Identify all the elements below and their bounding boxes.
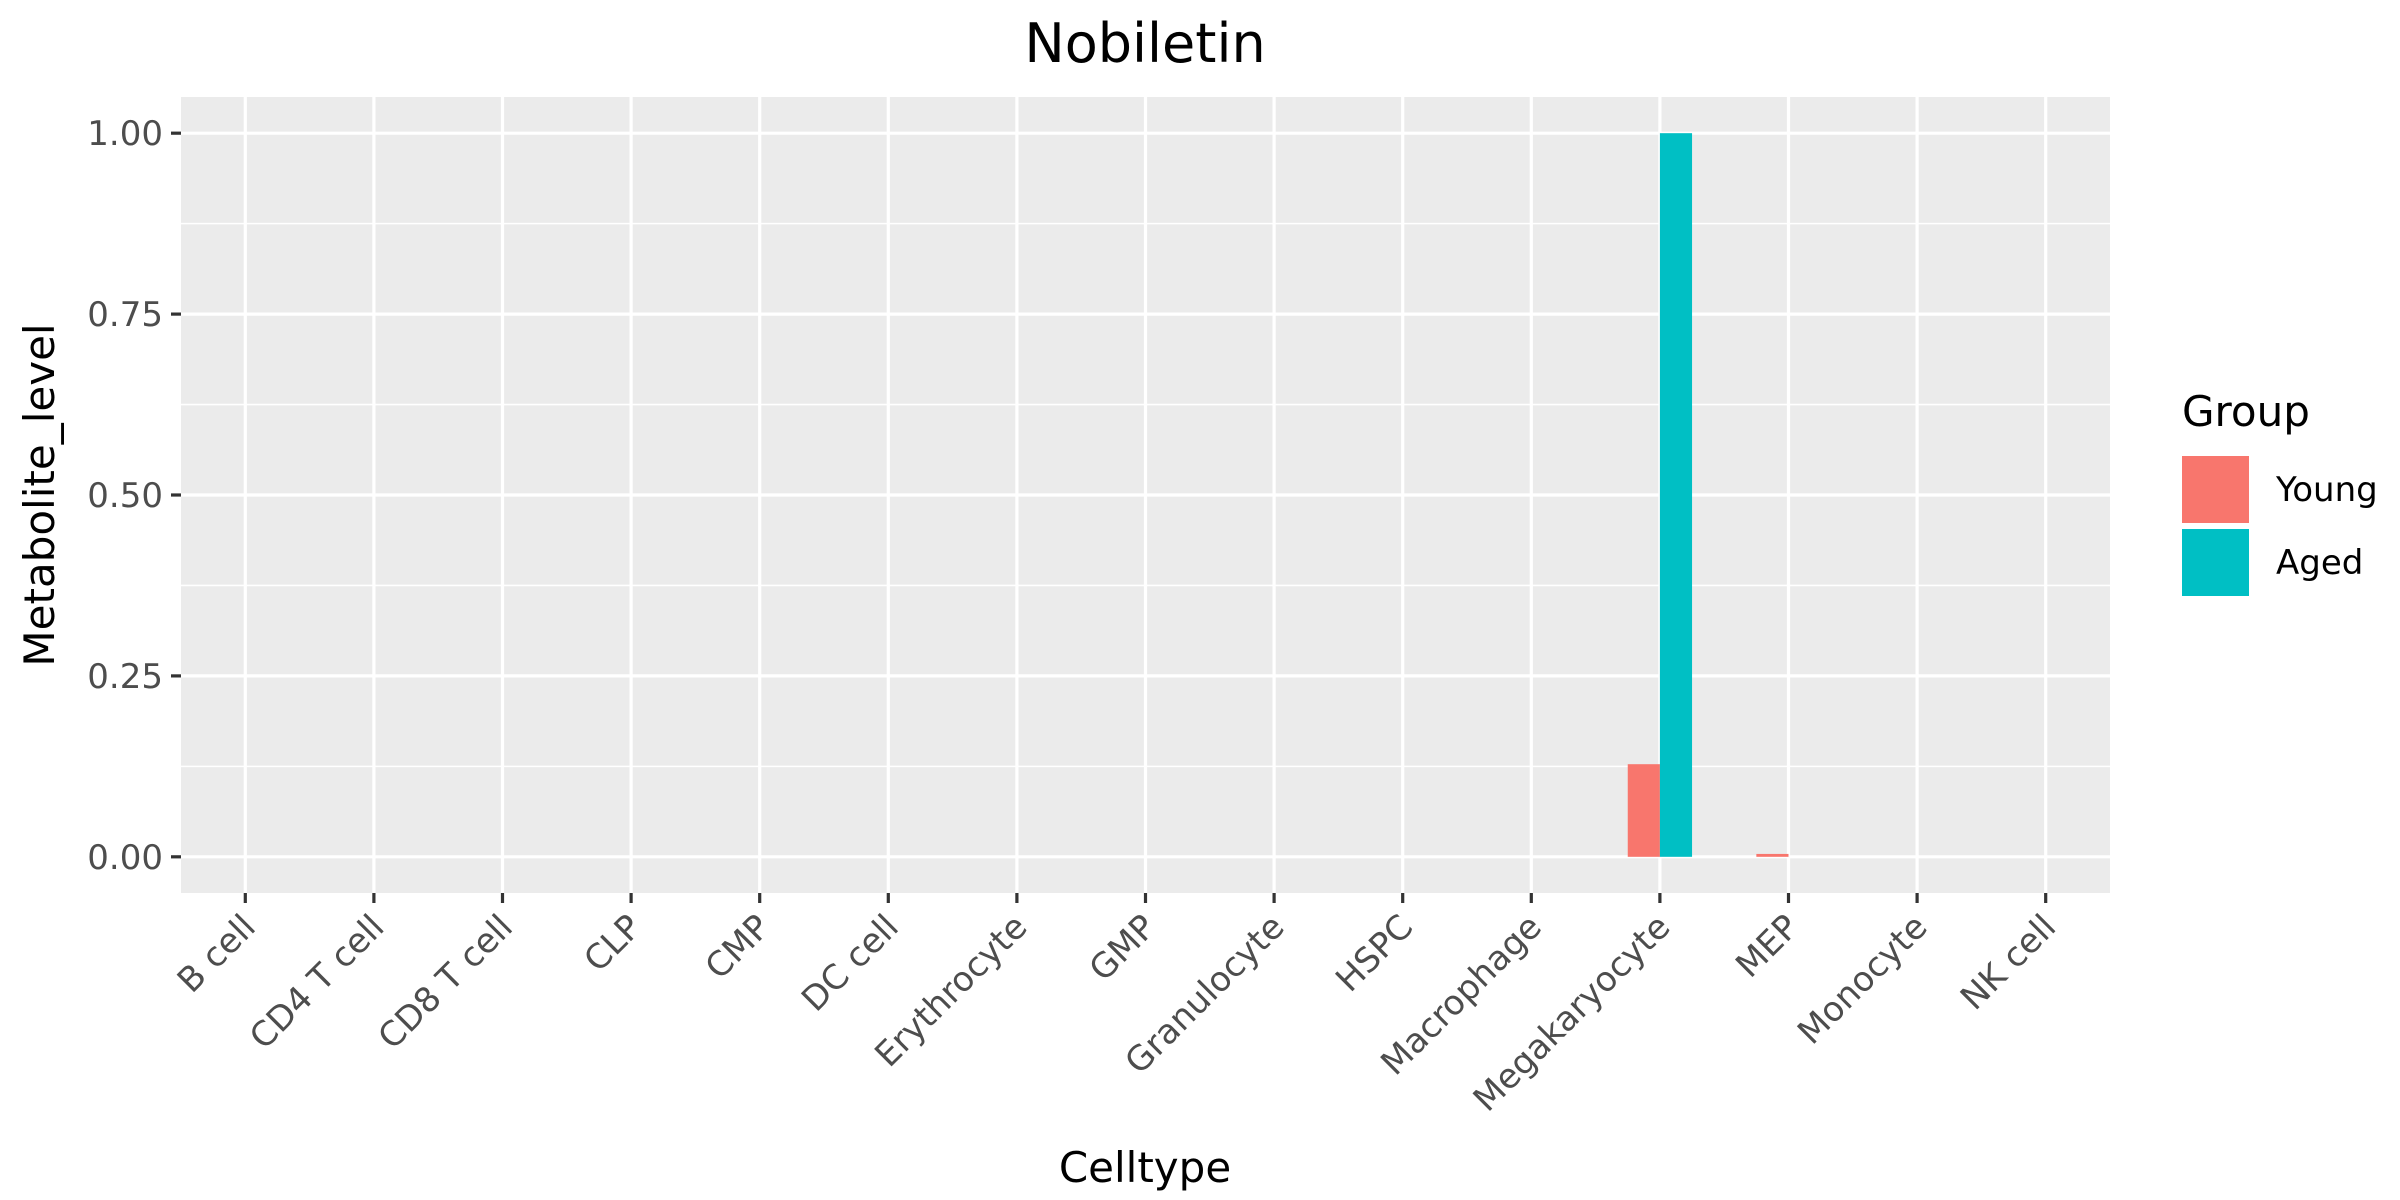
x-tick-label: DC cell	[794, 907, 907, 1020]
x-tick-label: MEP	[1728, 907, 1807, 986]
x-tick-label: HSPC	[1328, 907, 1421, 1000]
bar-young-mep	[1756, 853, 1789, 857]
x-tick-label: NK cell	[1953, 907, 2064, 1018]
y-tick-label: 0.75	[87, 295, 163, 335]
legend-label-young: Young	[2275, 470, 2378, 510]
legend: Group Young Aged	[2182, 387, 2378, 596]
bar-young-megakaryocyte	[1627, 764, 1660, 857]
x-tick-label: CMP	[698, 907, 778, 987]
y-axis: 0.00 0.25 0.50 0.75 1.00	[87, 114, 181, 878]
x-tick-label: B cell	[170, 907, 264, 1001]
x-tick-label: GMP	[1082, 907, 1164, 989]
x-tick-label: CD4 T cell	[242, 907, 392, 1057]
x-tick-label: CD8 T cell	[371, 907, 521, 1057]
x-tick-label: CLP	[576, 907, 649, 980]
y-tick-label: 0.00	[87, 838, 163, 878]
y-axis-title: Metabolite_level	[15, 323, 64, 666]
bars	[1627, 133, 1789, 857]
legend-key-aged	[2182, 529, 2249, 596]
chart-title: Nobiletin	[1024, 12, 1265, 75]
y-tick-label: 1.00	[87, 114, 163, 154]
legend-items: Young Aged	[2182, 456, 2378, 596]
major-gridlines	[181, 97, 2110, 893]
y-tick-label: 0.50	[87, 476, 163, 516]
bar-aged-megakaryocyte	[1659, 133, 1693, 857]
legend-key-young	[2182, 456, 2249, 523]
x-axis-title: Celltype	[1059, 1143, 1231, 1192]
legend-title: Group	[2182, 387, 2310, 436]
y-tick-label: 0.25	[87, 657, 163, 697]
x-tick-label: Monocyte	[1790, 907, 1935, 1052]
legend-label-aged: Aged	[2276, 543, 2363, 583]
